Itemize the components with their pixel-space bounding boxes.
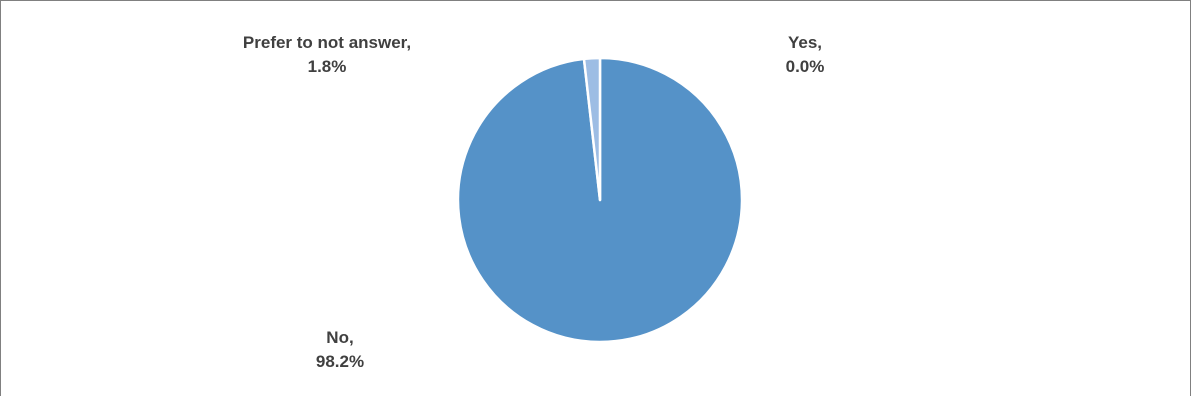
- pie-slice-prefer-to-not-answer: [582, 56, 602, 202]
- data-label-no: No, 98.2%: [290, 326, 390, 374]
- data-label-prefer-value: 1.8%: [307, 57, 347, 76]
- data-label-yes-name: Yes,: [787, 33, 823, 52]
- data-label-yes: Yes, 0.0%: [765, 31, 845, 79]
- data-label-prefer: Prefer to not answer, 1.8%: [212, 31, 442, 79]
- data-label-no-name: No,: [326, 328, 354, 347]
- data-label-prefer-name: Prefer to not answer,: [242, 33, 412, 52]
- pie-slices: [456, 56, 744, 344]
- data-label-yes-value: 0.0%: [785, 57, 825, 76]
- data-label-no-value: 98.2%: [315, 352, 365, 371]
